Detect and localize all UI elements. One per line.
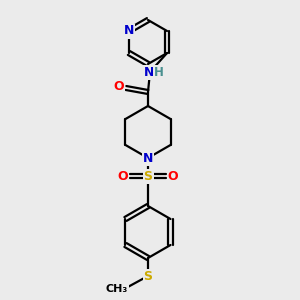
Text: N: N xyxy=(144,65,154,79)
Text: H: H xyxy=(154,65,164,79)
Text: O: O xyxy=(114,80,124,94)
Text: N: N xyxy=(143,152,153,164)
Text: N: N xyxy=(124,25,134,38)
Text: S: S xyxy=(143,169,152,182)
Text: O: O xyxy=(168,169,178,182)
Text: CH₃: CH₃ xyxy=(106,284,128,294)
Text: O: O xyxy=(118,169,128,182)
Text: S: S xyxy=(143,269,152,283)
